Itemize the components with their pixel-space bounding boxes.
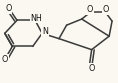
Text: O: O: [87, 5, 93, 14]
Text: O: O: [5, 4, 11, 13]
Text: O: O: [88, 64, 95, 73]
Text: O: O: [2, 55, 8, 64]
Text: N: N: [42, 27, 48, 36]
Text: O: O: [102, 5, 109, 14]
Text: NH: NH: [30, 14, 42, 23]
